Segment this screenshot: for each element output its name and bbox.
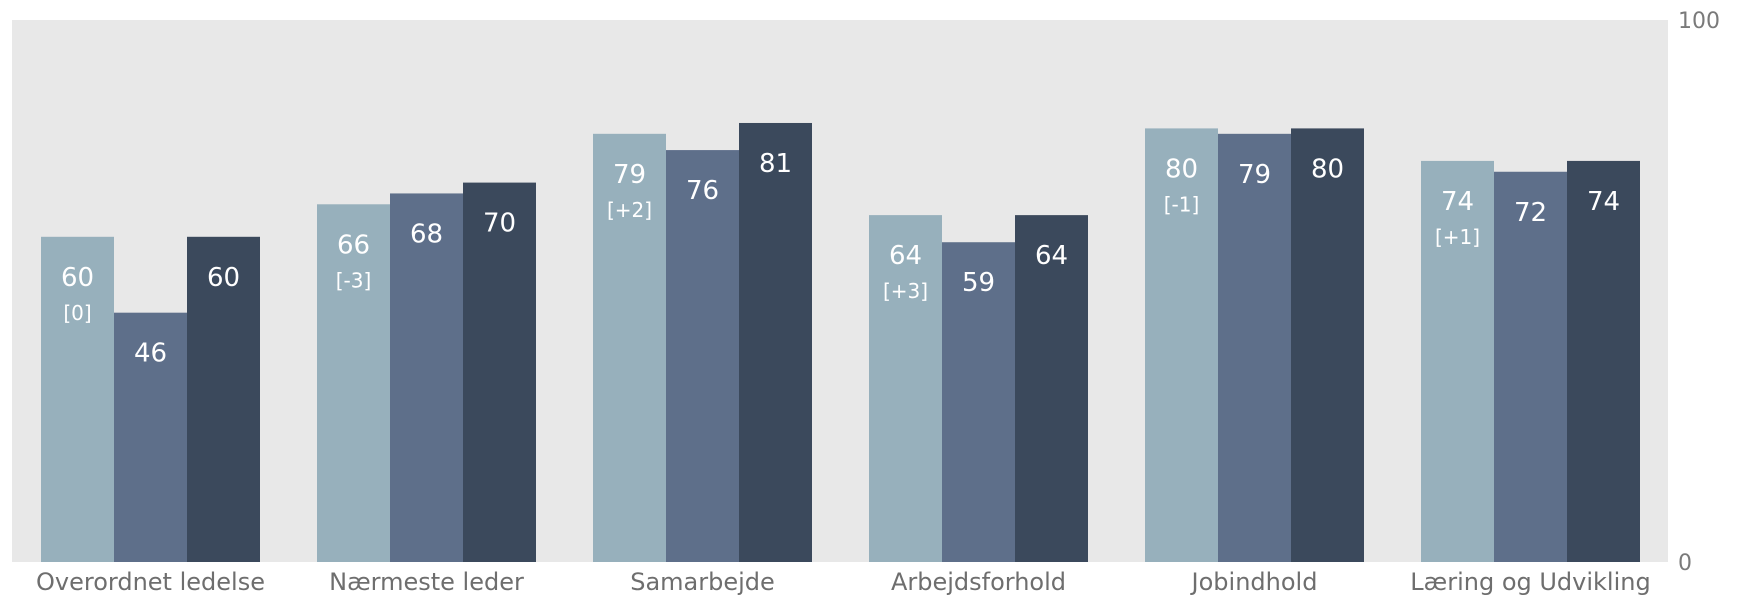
value-label: 80 <box>1311 154 1344 184</box>
category-label: Overordnet ledelse <box>36 568 265 596</box>
value-label: 70 <box>483 209 516 239</box>
value-label: 60 <box>61 263 94 293</box>
value-label: 74 <box>1441 187 1474 217</box>
delta-label: [+3] <box>883 279 928 303</box>
category-label: Nærmeste leder <box>329 568 524 596</box>
bar-2-1 <box>114 312 187 562</box>
bar-2-5 <box>1218 133 1291 562</box>
y-tick-label: 0 <box>1678 551 1692 576</box>
bar-1-5 <box>1145 128 1218 562</box>
value-label: 76 <box>686 176 719 206</box>
bar-3-4 <box>1015 215 1088 562</box>
bar-1-4 <box>869 215 942 562</box>
value-label: 46 <box>134 339 167 369</box>
category-label: Arbejdsforhold <box>891 568 1066 596</box>
value-label: 59 <box>962 268 995 298</box>
delta-label: [-1] <box>1164 192 1200 216</box>
category-labels-group: Overordnet ledelse Nærmeste leder Samarbej… <box>36 568 1651 596</box>
bar-3-2 <box>463 182 536 562</box>
bar-2-3 <box>666 150 739 562</box>
bar-2-2 <box>390 193 463 562</box>
value-label: 64 <box>1035 241 1068 271</box>
value-label: 80 <box>1165 154 1198 184</box>
value-label: 79 <box>1238 160 1271 190</box>
value-label: 79 <box>613 160 646 190</box>
value-label: 81 <box>759 149 792 179</box>
bar-1-2 <box>317 204 390 562</box>
bar-2-4 <box>942 242 1015 562</box>
y-axis-ticks: 100 0 <box>1678 9 1720 576</box>
category-label: Læring og Udvikling <box>1410 568 1650 596</box>
value-label: 72 <box>1514 198 1547 228</box>
value-label: 66 <box>337 230 370 260</box>
value-label: 74 <box>1587 187 1620 217</box>
bar-3-5 <box>1291 128 1364 562</box>
bar-1-6 <box>1421 160 1494 563</box>
value-label: 60 <box>207 263 240 293</box>
bar-3-3 <box>739 122 812 562</box>
bar-1-1 <box>41 236 114 563</box>
delta-label: [0] <box>63 301 91 325</box>
bar-2-6 <box>1494 171 1567 562</box>
delta-label: [+1] <box>1435 225 1480 249</box>
value-labels-group: 60 [0] 46 60 66 [-3] 68 70 79 [+2] 76 81 64 [+3] 59 64 8… <box>61 149 1620 369</box>
bars-group <box>41 122 1640 563</box>
delta-label: [+2] <box>607 198 652 222</box>
bar-3-6 <box>1567 160 1640 563</box>
value-label: 64 <box>889 241 922 271</box>
bar-1-3 <box>593 133 666 562</box>
y-tick-label: 100 <box>1678 9 1720 34</box>
bar-3-1 <box>187 236 260 563</box>
category-label: Samarbejde <box>630 568 775 596</box>
value-label: 68 <box>410 219 443 249</box>
delta-label: [-3] <box>336 268 372 292</box>
category-label: Jobindhold <box>1190 568 1318 596</box>
plot-background <box>12 20 1668 562</box>
